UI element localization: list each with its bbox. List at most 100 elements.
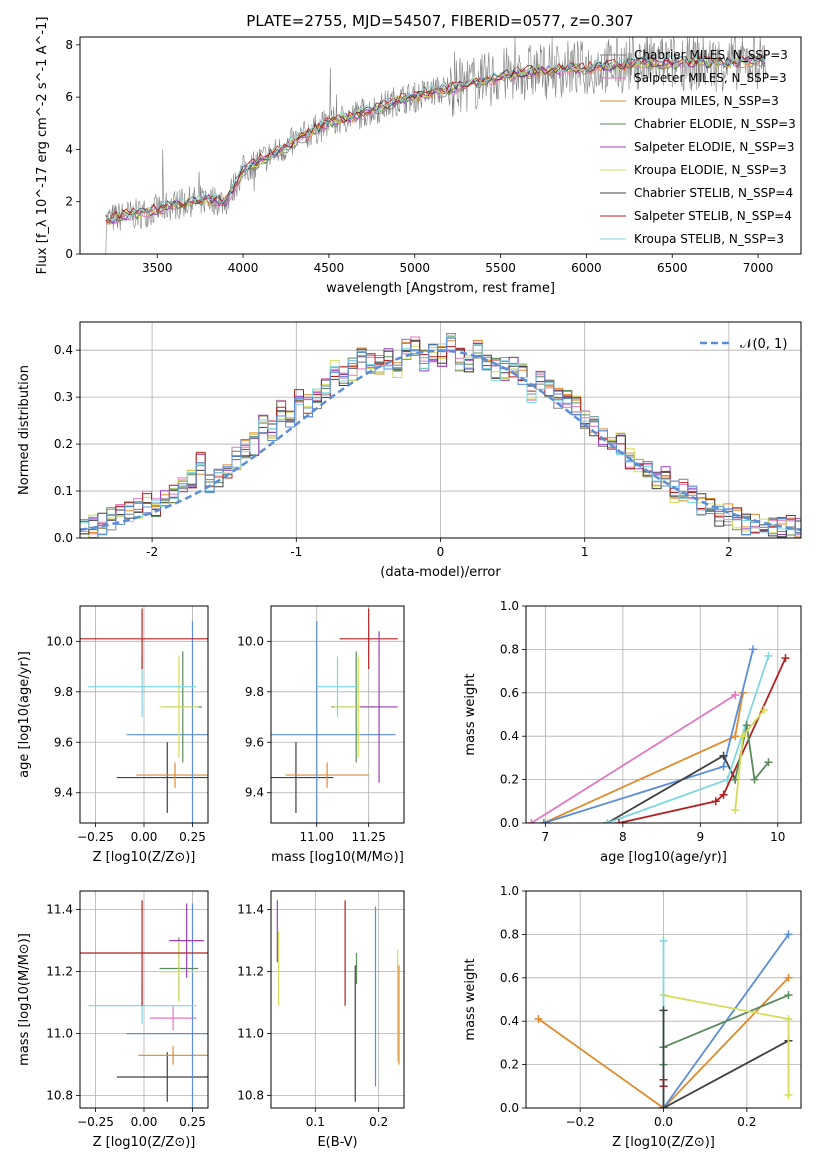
- axes-weight-vs-age: 7 8 9 10 0.0 0.2 0.4 0.6 0.8 1.0 age [log10(age/yr…: [463, 599, 802, 865]
- weight-marker: [659, 1104, 668, 1108]
- x-tick-label: 8: [619, 830, 627, 844]
- y-tick-label: 10.0: [237, 634, 264, 648]
- spectrum-model-line: [105, 56, 766, 222]
- axes-age-vs-mass: 11.00 11.25 9.4 9.6 9.8 10.0 mass [log10(M/M⊙)…: [237, 605, 405, 865]
- histogram-step-line: [80, 340, 801, 538]
- x-tick-label: 0.25: [179, 830, 206, 844]
- y-tick-label: 10.8: [237, 1089, 264, 1103]
- y-tick-label: 11.4: [237, 903, 264, 917]
- weight-marker: [764, 758, 773, 767]
- x-tick-label: −0.2: [566, 1115, 595, 1129]
- histogram-step-line: [80, 340, 801, 536]
- x-axis-label: age [log10(age/yr)]: [600, 850, 727, 865]
- weight-marker: [603, 819, 612, 823]
- axes-frame: [270, 605, 405, 824]
- y-tick-label: 11.0: [46, 1027, 73, 1041]
- y-tick-label: 2: [65, 195, 73, 209]
- y-tick-label: 0.4: [500, 729, 519, 743]
- y-tick-label: 9.8: [245, 685, 264, 699]
- x-tick-label: -2: [146, 545, 158, 559]
- y-tick-label: 9.4: [245, 786, 264, 800]
- y-tick-label: 0.4: [54, 343, 73, 357]
- legend-label: Kroupa STELIB, N_SSP=3: [634, 232, 784, 246]
- y-tick-label: 1.0: [500, 599, 519, 613]
- y-tick-label: 10.8: [46, 1089, 73, 1103]
- axes-spectrum: 3500 4000 4500 5000 5500 6000 6500 7000 0 2 4 6 8 wav…: [35, 17, 802, 296]
- plot-area: [271, 608, 398, 823]
- y-tick-label: 9.6: [54, 735, 73, 749]
- y-tick-label: 0.0: [500, 816, 519, 830]
- weight-marker: [659, 936, 668, 945]
- x-tick-label: 3500: [142, 261, 173, 275]
- axes-mass-vs-ebv: 0.1 0.2 10.8 11.0 11.2 11.4 E(B-V): [237, 890, 405, 1150]
- y-tick-label: 0.4: [500, 1014, 519, 1028]
- x-tick-label: 10: [770, 830, 785, 844]
- x-tick-label: 0.2: [369, 1115, 388, 1129]
- weight-marker: [719, 762, 728, 771]
- x-tick-label: -1: [290, 545, 302, 559]
- y-tick-label: 11.4: [46, 903, 73, 917]
- x-tick-label: 11.25: [351, 830, 385, 844]
- x-tick-label: 6500: [657, 261, 688, 275]
- x-tick-label: 5500: [485, 261, 516, 275]
- weight-marker: [784, 1015, 793, 1024]
- x-axis-label: (data-model)/error: [380, 565, 501, 580]
- x-tick-label: 6000: [571, 261, 602, 275]
- weight-line: [663, 994, 790, 1095]
- x-tick-label: −0.25: [77, 830, 114, 844]
- weight-marker: [742, 721, 751, 730]
- legend-label: Salpeter ELODIE, N_SSP=3: [634, 140, 795, 154]
- axes-frame: [79, 36, 802, 255]
- y-tick-label: 0.2: [54, 437, 73, 451]
- weight-marker: [784, 1090, 793, 1099]
- y-tick-label: 4: [65, 142, 73, 156]
- x-tick-label: 5000: [399, 261, 430, 275]
- axes-age-vs-Z: −0.25 0.00 0.25 9.4 9.6 9.8 10.0 Z [log10(Z/Z⊙)…: [17, 605, 209, 865]
- x-tick-label: 0.25: [179, 1115, 206, 1129]
- y-tick-label: 1.0: [500, 884, 519, 898]
- weight-line: [543, 692, 744, 823]
- y-tick-label: 0.8: [500, 927, 519, 941]
- legend-label: Salpeter MILES, N_SSP=3: [634, 71, 787, 85]
- histogram-step-line: [80, 335, 801, 536]
- plot-area: [276, 900, 400, 1102]
- x-tick-label: 0: [437, 545, 445, 559]
- weight-line: [663, 1039, 789, 1108]
- figure-title: PLATE=2755, MJD=54507, FIBERID=0577, z=0…: [246, 12, 634, 30]
- legend-label: Chabrier ELODIE, N_SSP=3: [634, 117, 796, 131]
- histogram-step-line: [80, 333, 801, 538]
- weight-marker: [614, 819, 623, 823]
- weight-marker: [784, 930, 793, 939]
- weight-marker: [719, 790, 728, 799]
- x-tick-label: 0.2: [737, 1115, 756, 1129]
- weight-marker: [731, 805, 740, 814]
- x-axis-label: Z [log10(Z/Z⊙)]: [93, 850, 196, 865]
- histogram-step-line: [80, 344, 801, 535]
- y-tick-label: 0.6: [500, 686, 519, 700]
- y-tick-label: 6: [65, 90, 73, 104]
- y-tick-label: 0.0: [54, 531, 73, 545]
- weight-line: [662, 994, 789, 1065]
- weight-marker: [719, 751, 728, 760]
- plot-area: [105, 37, 767, 254]
- y-tick-label: 0: [65, 247, 73, 261]
- plot-area: [80, 900, 208, 1108]
- spectrum-legend: Chabrier MILES, N_SSP=3 Salpeter MILES, N…: [600, 48, 796, 246]
- x-tick-label: 0.00: [131, 1115, 158, 1129]
- weight-marker: [527, 819, 536, 823]
- y-tick-label: 11.0: [237, 1027, 264, 1041]
- axes-mass-vs-Z: −0.25 0.00 0.25 10.8 11.0 11.2 11.4 Z [log10(Z/…: [17, 890, 209, 1150]
- x-axis-label: wavelength [Angstrom, rest frame]: [326, 281, 555, 296]
- y-axis-label: age [log10(age/yr)]: [17, 651, 32, 778]
- spectrum-model-line: [105, 53, 766, 224]
- axes-frame: [525, 605, 802, 824]
- y-tick-label: 0.2: [500, 1058, 519, 1072]
- weight-marker: [711, 797, 720, 806]
- y-tick-label: 0.1: [54, 484, 73, 498]
- weight-marker: [748, 645, 757, 654]
- plot-area: [534, 930, 793, 1108]
- y-tick-label: 11.2: [237, 965, 264, 979]
- x-axis-label: mass [log10(M/M⊙)]: [271, 850, 404, 865]
- weight-marker: [784, 973, 793, 982]
